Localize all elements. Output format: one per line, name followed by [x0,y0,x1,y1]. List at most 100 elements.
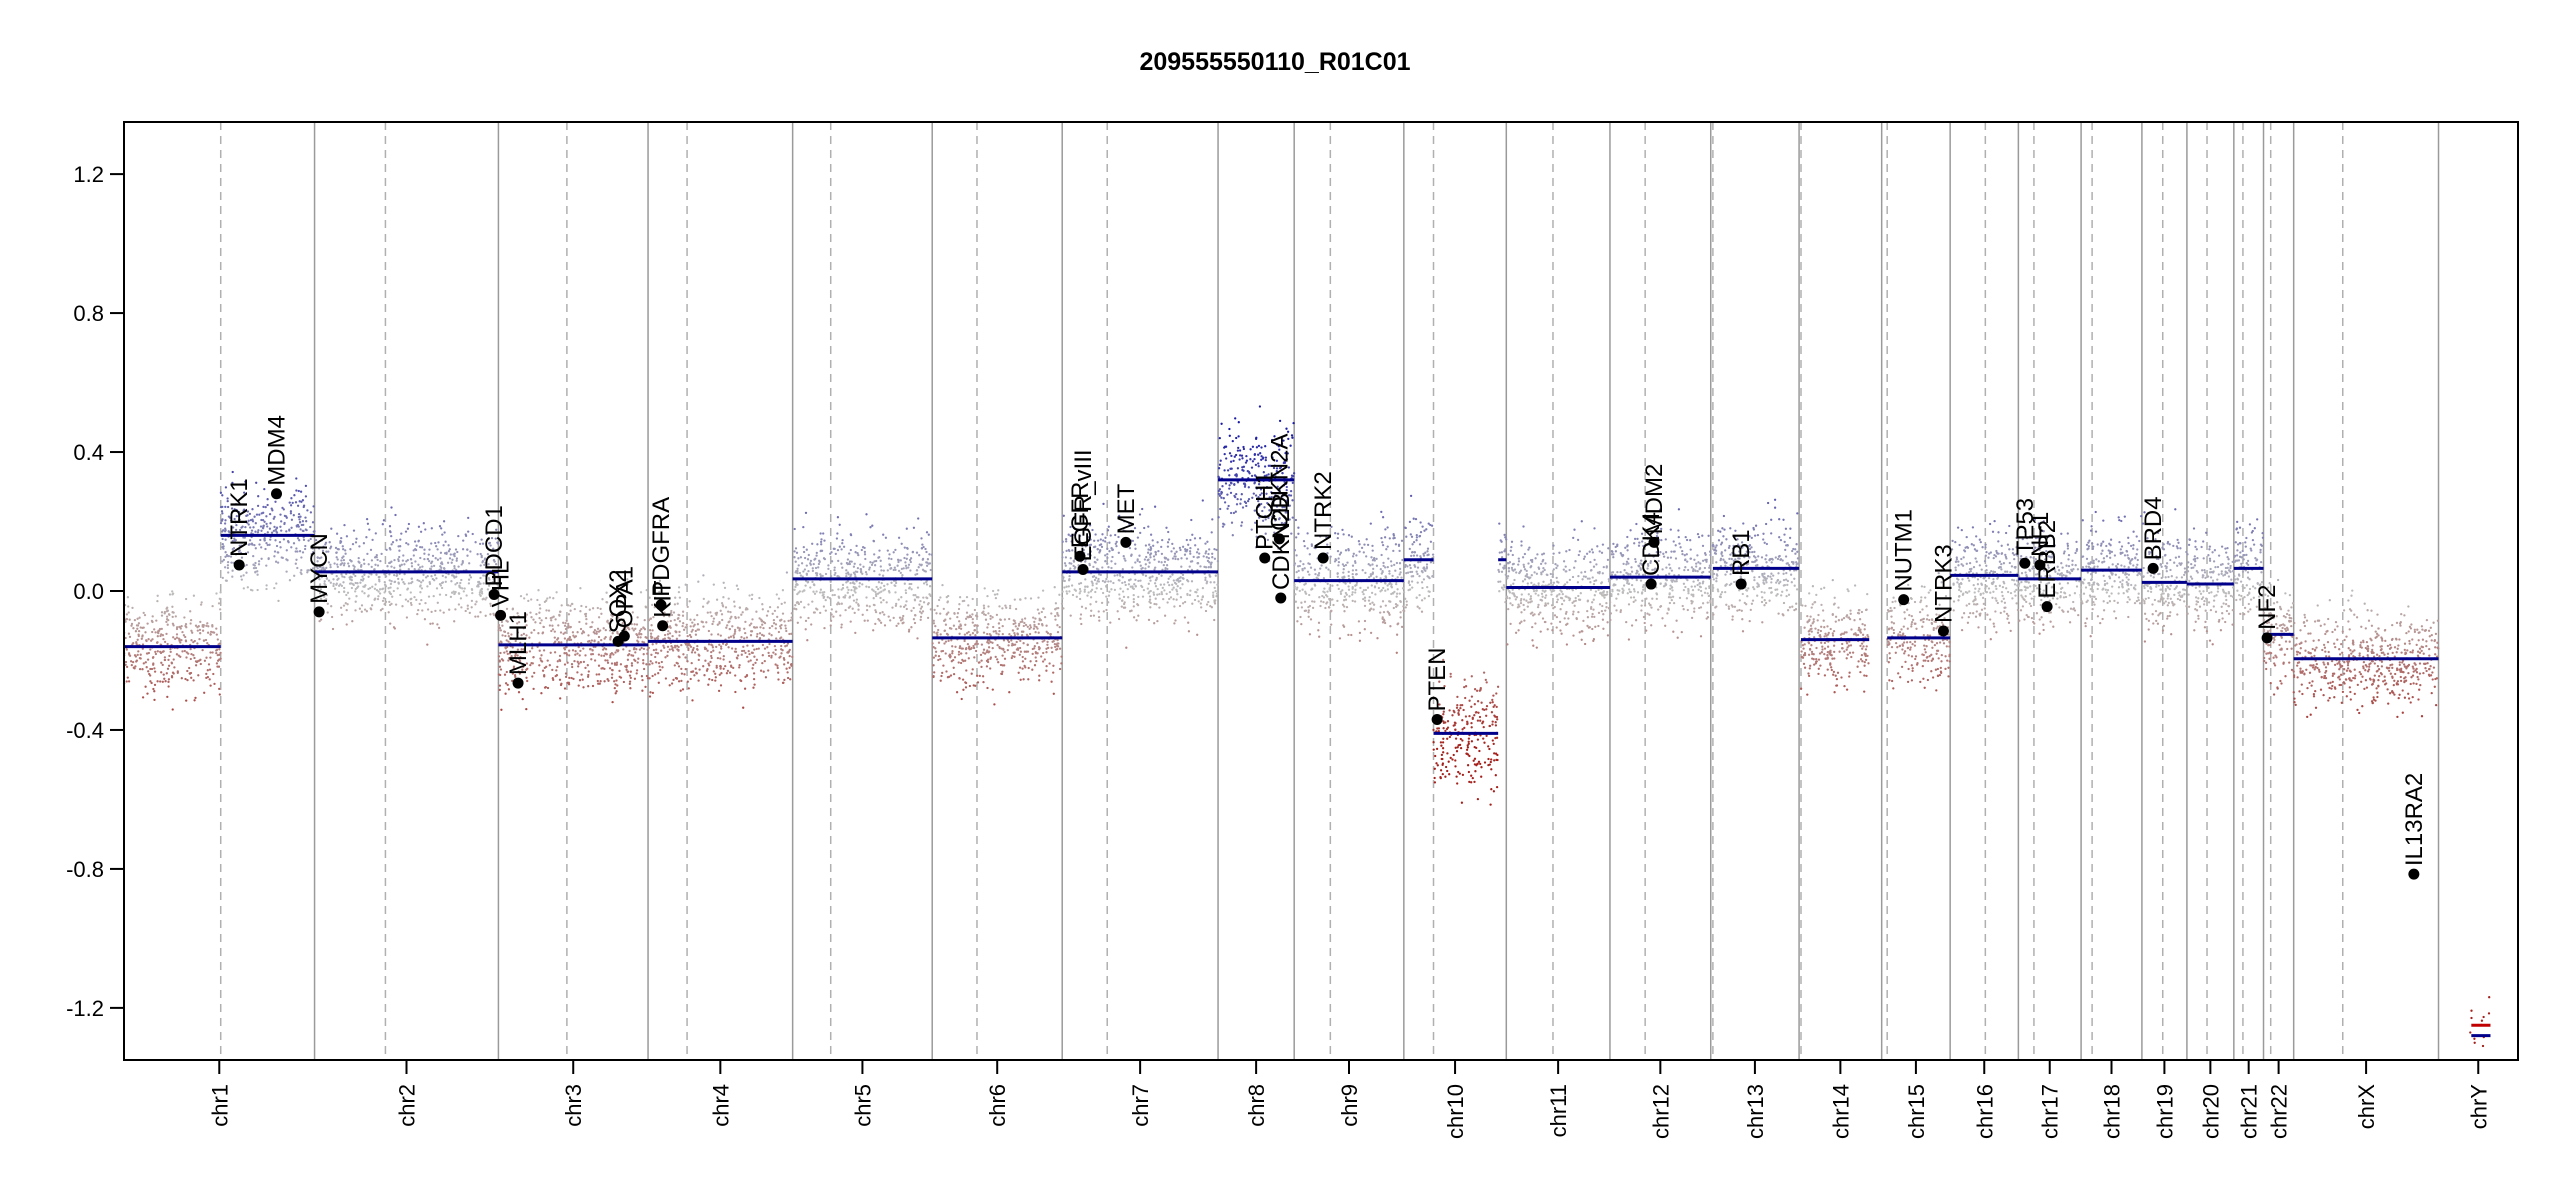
probe-point [185,651,188,654]
probe-point [865,585,868,588]
probe-point [1362,592,1365,596]
probe-point [1183,616,1187,619]
probe-point [1358,631,1362,635]
probe-point [802,545,805,549]
probe-point [924,547,927,551]
probe-point [279,525,282,528]
probe-point [859,567,862,571]
probe-point [814,566,818,570]
probe-point [772,651,775,654]
probe-point [1358,550,1361,553]
probe-point [1217,516,1220,519]
probe-point [389,622,392,625]
probe-point [1184,548,1187,552]
probe-point [712,583,715,586]
probe-point [1036,652,1039,655]
probe-point [1362,588,1366,592]
probe-point [858,582,861,585]
probe-point [789,619,792,622]
probe-point [815,572,819,575]
probe-point [1190,580,1194,583]
probe-point [1101,579,1105,583]
probe-point [389,592,393,596]
probe-point [1422,578,1426,581]
probe-point [1380,536,1383,540]
probe-point [906,547,909,550]
probe-point [1122,595,1126,599]
probe-point [1381,543,1385,547]
probe-point [274,539,277,542]
probe-point [1169,575,1172,578]
probe-point [1165,564,1169,567]
probe-point [1167,577,1170,580]
probe-point [635,672,638,675]
probe-point [608,667,612,670]
probe-point [234,521,237,524]
probe-point [1163,614,1167,617]
probe-point [680,643,683,647]
probe-point [1342,568,1345,571]
probe-point [879,586,882,589]
probe-point [781,612,785,615]
probe-point [1034,617,1037,620]
probe-point [1084,607,1088,610]
probe-point [215,627,218,630]
probe-point [1058,593,1061,596]
probe-point [694,633,698,636]
probe-point [1426,547,1430,550]
probe-point [1136,536,1140,539]
probe-point [1174,557,1177,561]
probe-point [1226,469,1230,472]
probe-point [731,625,734,628]
probe-point [429,622,432,625]
probe-point [822,532,825,535]
probe-point [1360,546,1364,550]
probe-point [846,586,849,589]
probe-point [1235,503,1239,506]
probe-point [613,686,616,690]
probe-point [1213,557,1217,560]
probe-point [1296,606,1300,609]
probe-point [1354,591,1357,594]
probe-point [1033,645,1036,648]
probe-point [1371,544,1374,548]
probe-point [252,526,255,529]
probe-point [431,554,435,558]
probe-point [1421,586,1424,590]
probe-point [461,548,465,551]
probe-point [1408,564,1412,567]
probe-point [751,667,754,670]
probe-point [1172,586,1175,589]
probe-point [144,685,147,688]
probe-point [897,598,900,601]
probe-point [420,587,424,590]
probe-point [1377,586,1381,590]
probe-point [854,631,857,635]
probe-point [354,541,358,544]
probe-point [295,489,298,492]
probe-point [335,574,338,578]
probe-point [719,664,722,668]
probe-point [374,532,377,535]
probe-point [715,598,719,601]
probe-point [586,675,590,678]
probe-point [1367,599,1371,602]
probe-point [758,596,761,600]
probe-point [444,576,447,579]
probe-point [1144,563,1147,566]
probe-point [932,619,935,622]
probe-point [1056,613,1059,616]
probe-point [1106,547,1109,550]
probe-point [1045,664,1048,668]
probe-point [190,676,193,679]
probe-point [926,561,929,564]
probe-point [986,632,989,636]
probe-point [1368,576,1371,579]
probe-point [362,542,366,545]
probe-point [921,610,925,613]
probe-point [562,621,565,624]
probe-point [934,654,937,657]
probe-point [499,629,503,632]
probe-point [920,537,923,540]
probe-point [347,562,350,565]
